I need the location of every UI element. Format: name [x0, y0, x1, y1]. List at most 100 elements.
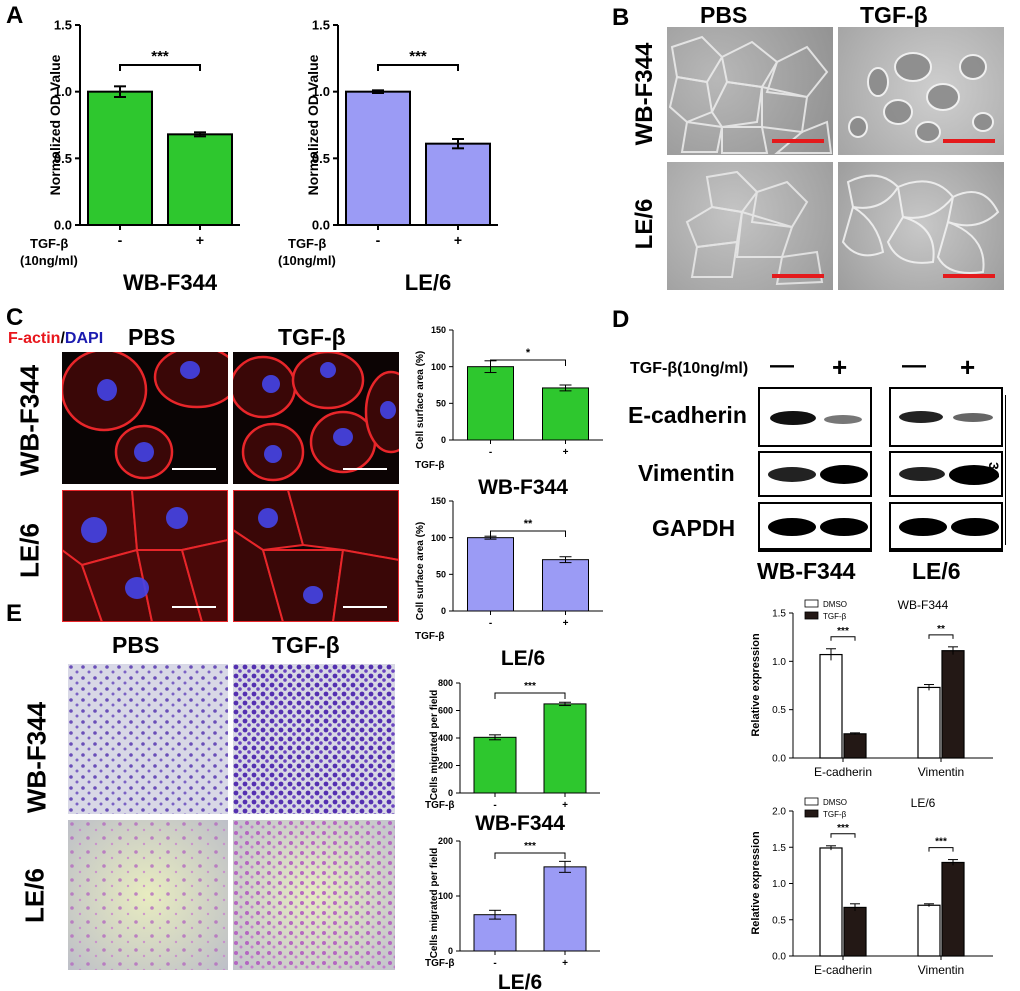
- chart-title: WB-F344: [123, 270, 218, 295]
- b-row-wb: WB-F344: [631, 42, 658, 146]
- blot-vim-wb: [758, 451, 872, 497]
- fluorescence-cells: [233, 490, 399, 622]
- time-label: 3d: [986, 462, 1002, 479]
- band: [768, 467, 816, 482]
- transwell-cells: [233, 664, 395, 814]
- significance-stars: ***: [837, 823, 849, 834]
- legend-swatch: [804, 611, 819, 620]
- c-image-wb-pbs: [62, 352, 228, 484]
- stain-legend: F-actin/DAPI: [8, 330, 103, 348]
- e-image-wb-tgf: [233, 664, 395, 814]
- scale-bar: [172, 606, 216, 608]
- transwell-cells: [68, 820, 228, 970]
- y-tick-label: 1.0: [772, 657, 786, 668]
- band: [899, 411, 943, 423]
- y-tick-label: 0.0: [312, 218, 330, 233]
- scale-bar: [772, 274, 824, 278]
- chart-c-le6: Cell surface area (%) 0 50 100 150 - + ** TGF-…: [415, 496, 603, 668]
- x-tick-label: +: [454, 232, 462, 248]
- y-tick-label: 800: [438, 678, 453, 688]
- significance-bracket: [830, 636, 856, 641]
- tgf-row-label: TGF-β: [425, 800, 454, 811]
- panel-letter-d: D: [612, 306, 630, 333]
- e-col-pbs: PBS: [112, 632, 160, 658]
- protein-ecadherin: E-cadherin: [628, 402, 747, 428]
- significance-bracket: [377, 64, 459, 71]
- chart-title: WB-F344: [898, 598, 949, 612]
- tgf-row-label: TGF-β: [415, 460, 444, 471]
- bar: [819, 847, 843, 957]
- y-tick-label: 400: [438, 733, 453, 743]
- group-underline-le6: [889, 550, 1003, 552]
- d-lane-2: +: [832, 352, 848, 382]
- y-tick-label: 200: [438, 836, 453, 846]
- chart-e-le6: Cells migrated per field 0 100 200 - + *** TG…: [425, 836, 600, 991]
- chart-title: LE/6: [911, 796, 936, 810]
- plot-area: 0 200 400 600 800 - + ***: [438, 678, 600, 811]
- chart-c-wb: Cell surface area (%) 0 50 100 150 - + * TGF-β…: [415, 325, 603, 497]
- fluorescence-cells: [233, 352, 399, 482]
- band: [899, 467, 945, 481]
- x-tick-label: +: [196, 232, 204, 248]
- stain-sep: /: [60, 330, 65, 347]
- plot-area: 0.0 0.5 1.0 1.5 *** E-cadherin ** Vimentin DMSO T…: [772, 598, 993, 779]
- x-tick-label: +: [562, 800, 568, 811]
- band: [820, 518, 868, 536]
- chart-title: LE/6: [405, 270, 451, 295]
- chart-a-wb: Normalized OD Value 0.0 0.5 1.0 1.5 - + *** TG…: [20, 18, 240, 295]
- d-lane-3: —: [902, 352, 926, 379]
- x-tick-label: +: [562, 958, 568, 969]
- panel-letter-c: C: [6, 304, 24, 331]
- y-tick-label: 1.0: [54, 84, 72, 99]
- significance-stars: ***: [524, 841, 536, 852]
- x-tick-label: +: [563, 447, 569, 458]
- significance-stars: **: [524, 518, 533, 530]
- band: [899, 518, 947, 536]
- e-image-le6-tgf: [233, 820, 395, 970]
- phase-contrast-cells: [848, 52, 994, 143]
- scale-bar: [943, 274, 995, 278]
- stain-dapi: DAPI: [64, 330, 104, 347]
- plot-area: 0 100 200 - + ***: [438, 836, 600, 969]
- b-image-wb-pbs: [667, 27, 833, 155]
- bar: [843, 733, 867, 759]
- band: [949, 465, 999, 485]
- significance-stars: ***: [151, 48, 169, 65]
- group-underline-wb: [758, 550, 872, 552]
- bar: [941, 650, 965, 759]
- tgf-row-label: TGF-β: [30, 236, 68, 251]
- y-tick-label: 1.5: [772, 843, 786, 854]
- c-col-pbs: PBS: [128, 324, 176, 350]
- bar: [473, 914, 517, 952]
- legend-label: DMSO: [823, 798, 847, 807]
- plot-area: 0.0 0.5 1.0 1.5 2.0 *** E-cadherin *** Vimentin D…: [772, 796, 993, 977]
- bar: [543, 866, 587, 952]
- e-row-le6: LE/6: [19, 868, 50, 923]
- e-image-le6-pbs: [68, 820, 228, 970]
- bar: [467, 366, 514, 441]
- stain-factin: F-actin: [8, 330, 61, 347]
- bar: [473, 736, 517, 794]
- c-row-wb: WB-F344: [14, 364, 45, 477]
- y-tick-label: 100: [431, 533, 446, 543]
- bar: [467, 537, 514, 612]
- y-tick-label: 600: [438, 706, 453, 716]
- b-col-pbs: PBS: [700, 2, 748, 28]
- group-le6: LE/6: [912, 558, 961, 584]
- blot-vim-le6: [889, 451, 1003, 497]
- y-tick-label: 150: [431, 325, 446, 335]
- bar: [917, 904, 941, 957]
- tgf-row-label: TGF-β: [425, 958, 454, 969]
- y-tick-label: 0.0: [772, 952, 786, 963]
- time-bracket: [1005, 395, 1006, 545]
- chart-title: LE/6: [498, 971, 542, 991]
- y-tick-label: 0: [448, 946, 453, 956]
- band: [770, 411, 816, 425]
- x-tick-label: +: [563, 618, 569, 629]
- significance-bracket: [494, 692, 566, 699]
- y-tick-label: 50: [436, 398, 446, 408]
- band: [953, 413, 993, 422]
- y-axis-label: Normalized OD Value: [305, 54, 321, 195]
- panel-letter-a: A: [6, 2, 24, 29]
- scale-bar: [943, 139, 995, 143]
